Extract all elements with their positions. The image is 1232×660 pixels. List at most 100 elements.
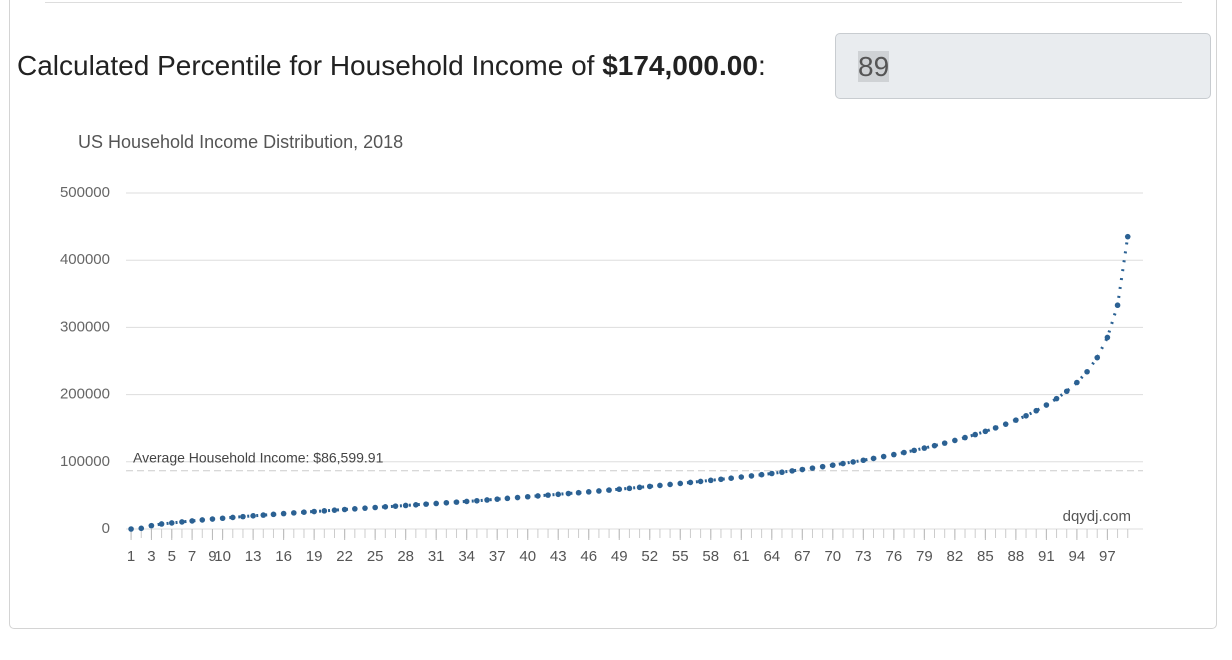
label-text: Calculated Percentile for Household Inco…	[17, 50, 595, 81]
data-point	[291, 510, 297, 516]
percentile-input[interactable]: 89	[835, 33, 1211, 99]
x-tick-label: 70	[824, 548, 841, 565]
x-tick-label: 9	[208, 548, 216, 565]
data-point	[1033, 407, 1040, 414]
data-point	[555, 491, 562, 498]
average-label: Average Household Income: $86,599.91	[133, 450, 384, 466]
colon: :	[757, 50, 766, 81]
data-point	[626, 485, 633, 492]
x-tick-label: 37	[489, 548, 506, 565]
data-point	[392, 503, 399, 509]
data-point	[1053, 395, 1060, 402]
data-point	[768, 470, 775, 477]
data-point	[402, 502, 409, 509]
data-point	[1124, 233, 1131, 240]
data-point	[789, 468, 795, 474]
data-point	[1043, 402, 1050, 408]
x-tick-label: 73	[855, 548, 872, 565]
data-point	[158, 521, 165, 527]
data-point	[850, 459, 856, 465]
data-point	[209, 516, 216, 522]
data-point	[1013, 417, 1019, 423]
y-tick-label: 100000	[60, 453, 110, 470]
data-point	[260, 512, 267, 518]
data-point	[962, 434, 968, 441]
data-point	[585, 489, 592, 495]
x-tick-label: 10	[214, 548, 231, 565]
data-point	[372, 504, 378, 511]
watermark: dqydj.com	[1063, 508, 1131, 525]
x-tick-label: 64	[763, 548, 780, 565]
data-point	[331, 507, 338, 513]
x-tick-label: 16	[275, 548, 292, 565]
data-point	[606, 487, 612, 493]
x-tick-label: 61	[733, 548, 750, 565]
data-point	[616, 486, 623, 493]
data-point	[494, 496, 501, 502]
data-point	[972, 431, 978, 438]
x-tick-label: 49	[611, 548, 628, 565]
data-point	[199, 517, 206, 523]
x-tick-label: 52	[641, 548, 658, 565]
data-point	[362, 505, 368, 511]
data-point	[1114, 302, 1121, 309]
y-tick-label: 500000	[60, 184, 110, 201]
card	[9, 0, 1217, 629]
data-point	[179, 519, 185, 525]
data-point	[941, 440, 948, 446]
data-point	[1023, 412, 1029, 419]
data-point	[524, 493, 531, 500]
data-point	[504, 495, 511, 502]
data-point	[189, 518, 195, 524]
data-point	[799, 466, 806, 473]
data-point	[1084, 368, 1090, 375]
data-point	[707, 477, 714, 484]
y-tick-label: 400000	[60, 251, 110, 268]
x-tick-label: 88	[1008, 548, 1025, 565]
chart-title: US Household Income Distribution, 2018	[78, 132, 403, 152]
data-point	[809, 465, 816, 471]
data-point	[443, 499, 450, 506]
data-point	[138, 525, 145, 532]
x-tick-label: 85	[977, 548, 994, 565]
data-point	[667, 481, 673, 488]
income-amount: $174,000.00	[602, 50, 758, 81]
data-point	[952, 437, 958, 444]
data-point	[484, 497, 490, 503]
data-point	[535, 493, 541, 499]
data-point	[880, 453, 887, 460]
data-point	[840, 460, 846, 467]
x-tick-label: 28	[397, 548, 414, 565]
data-point	[891, 451, 897, 458]
x-tick-label: 40	[519, 548, 536, 565]
data-point	[819, 463, 826, 470]
data-point	[545, 492, 551, 498]
data-point	[148, 522, 155, 529]
data-point	[830, 462, 836, 468]
income-line	[130, 236, 1130, 531]
data-point	[1002, 421, 1009, 427]
data-point	[341, 506, 348, 513]
input-value: 89	[858, 51, 890, 82]
y-tick-label: 0	[102, 520, 110, 537]
data-point	[901, 449, 907, 456]
data-point	[382, 504, 389, 510]
data-point	[474, 497, 480, 504]
data-point	[758, 471, 765, 478]
data-point	[352, 506, 358, 512]
x-tick-label: 79	[916, 548, 933, 565]
data-point	[718, 476, 724, 483]
data-point	[321, 508, 328, 514]
data-point	[229, 514, 236, 521]
data-point	[992, 425, 999, 431]
x-tick-label: 22	[336, 548, 353, 565]
x-tick-label: 58	[702, 548, 719, 565]
data-point	[657, 482, 663, 489]
data-point	[921, 445, 928, 451]
data-point	[1104, 334, 1111, 341]
x-tick-label: 34	[458, 548, 475, 565]
data-point	[677, 480, 684, 487]
x-tick-label: 46	[580, 548, 597, 565]
data-point	[738, 474, 745, 480]
